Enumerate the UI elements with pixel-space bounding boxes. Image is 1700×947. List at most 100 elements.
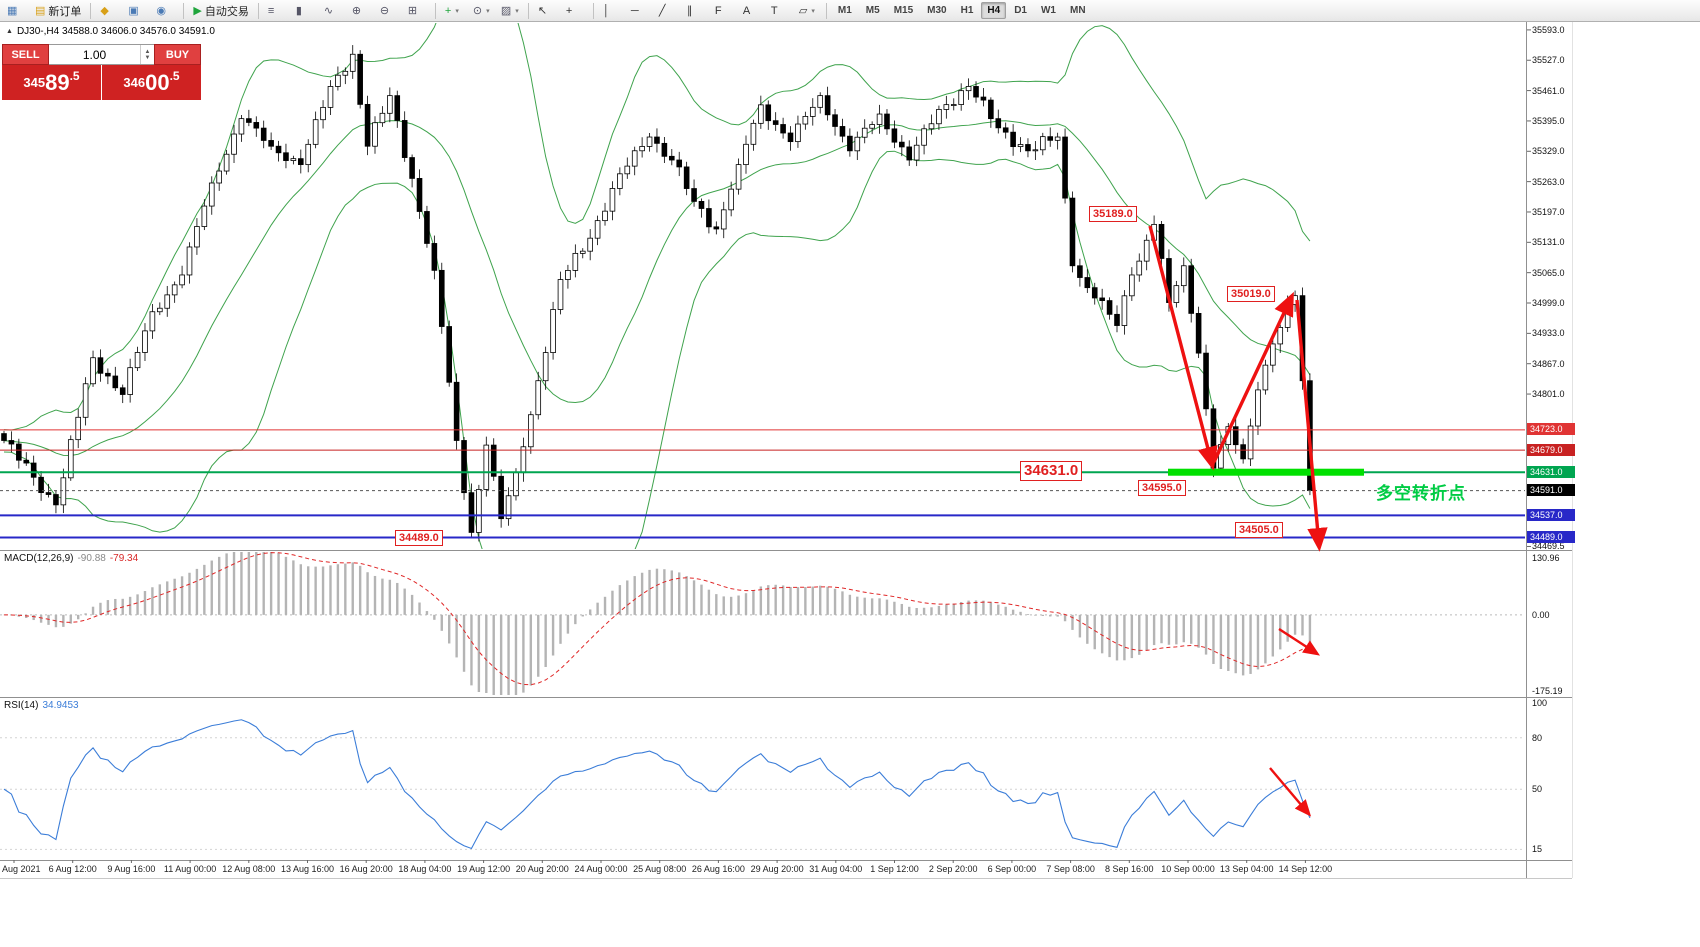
toolbar-separator bbox=[90, 2, 92, 19]
rsi-name: RSI(14) bbox=[4, 700, 39, 711]
time-axis-label: 12 Aug 08:00 bbox=[222, 864, 276, 874]
text-label-button[interactable]: T bbox=[770, 4, 778, 17]
price-annotation-label[interactable]: 34505.0 bbox=[1235, 522, 1283, 538]
timeframe-w1[interactable]: W1 bbox=[1040, 5, 1056, 16]
toolbar-separator bbox=[527, 2, 529, 19]
one-click-collapse-icon[interactable]: ▲ bbox=[6, 28, 13, 35]
macd-axis-tick: 130.96 bbox=[1532, 553, 1560, 564]
toolbar-separator bbox=[183, 2, 185, 19]
data-window-button[interactable]: ▣ bbox=[128, 4, 139, 17]
new-chart-button[interactable]: ▦ bbox=[7, 4, 18, 17]
sell-button[interactable]: SELL bbox=[2, 44, 49, 65]
buy-price-frac: .5 bbox=[169, 69, 180, 83]
timeframe-m1[interactable]: M1 bbox=[837, 5, 852, 16]
macd-main-value: -90.88 bbox=[77, 553, 106, 564]
tile-windows-button[interactable]: ⊞ bbox=[407, 4, 418, 17]
spinner-up-icon[interactable]: ▲ bbox=[144, 48, 151, 55]
time-axis-label: 14 Sep 12:00 bbox=[1278, 864, 1333, 874]
rsi-axis-tick: 100 bbox=[1532, 698, 1548, 709]
timeframe-h1[interactable]: H1 bbox=[960, 5, 974, 16]
price-axis-tick: 35329.0 bbox=[1532, 146, 1565, 157]
time-axis-label: 6 Aug 12:00 bbox=[48, 864, 97, 874]
trend-arrow[interactable] bbox=[1278, 627, 1321, 656]
time-axis-label: Aug 2021 bbox=[2, 864, 41, 874]
price-axis-tick: 35263.0 bbox=[1532, 176, 1565, 187]
timeframe-m15[interactable]: M15 bbox=[893, 5, 914, 16]
time-axis-label: 18 Aug 04:00 bbox=[398, 864, 452, 874]
spinner-down-icon[interactable]: ▼ bbox=[144, 54, 151, 61]
time-axis-label: 19 Aug 12:00 bbox=[457, 864, 511, 874]
vertical-line-button[interactable]: │ bbox=[602, 4, 610, 17]
time-axis-label: 20 Aug 20:00 bbox=[515, 864, 569, 874]
time-axis-label: 9 Aug 16:00 bbox=[107, 864, 156, 874]
trend-arrow[interactable] bbox=[1295, 299, 1328, 552]
buy-price-pips: 00 bbox=[145, 69, 170, 95]
trendline-button[interactable]: ╱ bbox=[658, 4, 666, 17]
timeframe-m5[interactable]: M5 bbox=[865, 5, 880, 16]
macd-indicator-label: MACD(12,26,9) -90.88 -79.34 bbox=[4, 553, 138, 564]
toolbar-separator bbox=[825, 2, 827, 19]
price-axis-tick: 35593.0 bbox=[1532, 24, 1565, 35]
market-watch-button[interactable]: ◆ bbox=[100, 4, 109, 17]
time-axis-label: 29 Aug 20:00 bbox=[750, 864, 804, 874]
time-axis-label: 11 Aug 00:00 bbox=[163, 864, 217, 874]
trend-arrow[interactable] bbox=[1148, 225, 1218, 471]
indicators-button[interactable]: + ▾ bbox=[444, 4, 459, 17]
text-button[interactable]: A bbox=[742, 4, 751, 17]
symbol-ohlc-text: DJ30-,H4 34588.0 34606.0 34576.0 34591.0 bbox=[16, 26, 215, 37]
rsi-indicator-label: RSI(14) 34.9453 bbox=[4, 700, 79, 711]
rsi-axis-tick: 50 bbox=[1532, 784, 1543, 795]
timeframe-h4[interactable]: H4 bbox=[981, 2, 1007, 19]
volume-input[interactable] bbox=[49, 45, 140, 64]
rsi-axis-tick: 80 bbox=[1532, 732, 1543, 743]
price-axis-tick: 34999.0 bbox=[1532, 298, 1565, 308]
price-annotation-label[interactable]: 35019.0 bbox=[1227, 286, 1275, 302]
volume-spinner[interactable]: ▲ ▼ bbox=[140, 45, 154, 64]
price-annotation-label[interactable]: 34631.0 bbox=[1020, 461, 1083, 481]
price-axis-tick: 34867.0 bbox=[1532, 358, 1565, 369]
time-axis-label: 13 Aug 16:00 bbox=[280, 864, 335, 874]
buy-price[interactable]: 346 00.5 bbox=[102, 65, 201, 100]
new-order-button[interactable]: ▤ 新订单 bbox=[35, 4, 82, 18]
toolbar-separator bbox=[592, 2, 594, 19]
rsi-axis-tick: 15 bbox=[1532, 844, 1543, 855]
line-chart-button[interactable]: ∿ bbox=[323, 4, 334, 17]
channel-button[interactable]: ∥ bbox=[686, 4, 693, 17]
sell-price-pips: 89 bbox=[45, 69, 70, 95]
candlestick-chart-button[interactable]: ▮ bbox=[295, 4, 302, 17]
price-annotation-label[interactable]: 34489.0 bbox=[395, 530, 443, 546]
timeframe-d1[interactable]: D1 bbox=[1014, 5, 1027, 16]
trend-arrow[interactable] bbox=[1212, 291, 1294, 463]
price-axis-tick: 35065.0 bbox=[1532, 267, 1565, 278]
price-line-axis-label: 34679.0 bbox=[1527, 443, 1575, 456]
autotrading-button[interactable]: ▶ 自动交易 bbox=[193, 4, 249, 18]
time-axis-label: 7 Sep 08:00 bbox=[1046, 864, 1095, 874]
navigator-button[interactable]: ◉ bbox=[156, 4, 167, 17]
zoom-in-button[interactable]: ⊕ bbox=[351, 4, 362, 17]
trend-arrow[interactable] bbox=[1269, 767, 1312, 817]
crosshair-button[interactable]: + bbox=[565, 4, 573, 17]
timeframe-mn[interactable]: MN bbox=[1069, 5, 1086, 16]
shapes-button[interactable]: ▱ ▾ bbox=[798, 4, 815, 17]
cursor-button[interactable]: ↖ bbox=[537, 4, 548, 17]
sell-price[interactable]: 345 89.5 bbox=[2, 65, 101, 100]
price-annotation-label[interactable]: 35189.0 bbox=[1089, 206, 1137, 222]
fibonacci-button[interactable]: F bbox=[714, 4, 722, 17]
time-axis-label: 26 Aug 16:00 bbox=[691, 864, 745, 874]
bar-chart-button[interactable]: ≡ bbox=[267, 4, 275, 17]
price-annotation-label[interactable]: 34595.0 bbox=[1138, 480, 1186, 496]
horizontal-line-button[interactable]: ─ bbox=[630, 4, 639, 17]
time-axis-label: 16 Aug 20:00 bbox=[339, 864, 393, 874]
turning-point-note[interactable]: 多空转折点 bbox=[1376, 484, 1466, 503]
periods-button[interactable]: ⊙ ▾ bbox=[472, 4, 490, 17]
price-line-axis-label: 34631.0 bbox=[1527, 465, 1575, 478]
buy-button[interactable]: BUY bbox=[154, 44, 201, 65]
rsi-value: 34.9453 bbox=[42, 700, 79, 711]
macd-axis-tick: 0.00 bbox=[1532, 609, 1550, 620]
templates-button[interactable]: ▨ ▾ bbox=[500, 4, 519, 17]
price-axis-tick: 35395.0 bbox=[1532, 115, 1565, 126]
timeframe-m30[interactable]: M30 bbox=[927, 5, 947, 16]
zoom-out-button[interactable]: ⊖ bbox=[379, 4, 390, 17]
